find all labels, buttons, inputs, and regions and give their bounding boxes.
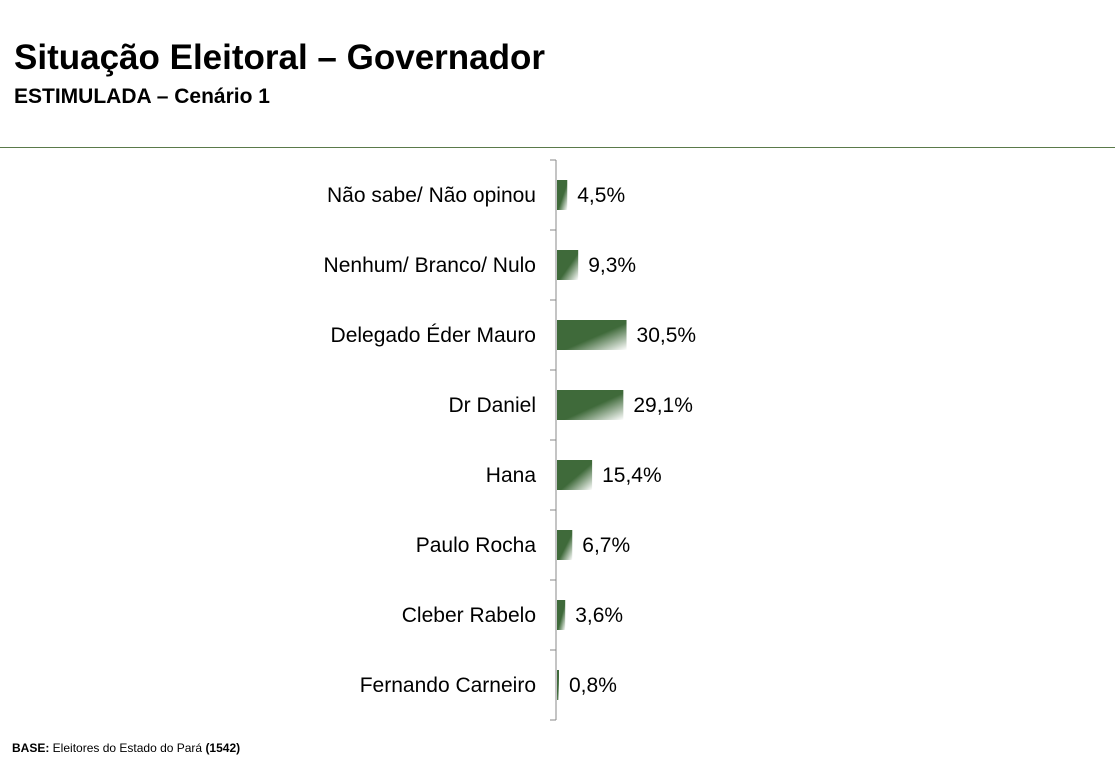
base-label: BASE: [12,741,50,755]
category-label: Nenhum/ Branco/ Nulo [324,254,536,277]
page-subtitle: ESTIMULADA – Cenário 1 [14,85,270,108]
header-divider [0,147,1115,148]
data-label: 6,7% [582,534,630,557]
data-label: 3,6% [575,604,623,627]
bar-chart: Não sabe/ Não opinou 4,5% Nenhum/ Branco/ … [324,159,697,721]
data-label: 0,8% [569,674,617,697]
category-label: Não sabe/ Não opinou [327,184,536,207]
bar [557,320,627,350]
page-title: Situação Eleitoral – Governador [14,38,545,77]
category-label: Fernando Carneiro [360,674,536,697]
data-label: 15,4% [602,464,662,487]
base-text: Eleitores do Estado do Pará [49,741,206,755]
data-label: 4,5% [577,184,625,207]
data-label: 9,3% [588,254,636,277]
bar [557,390,624,420]
category-label: Dr Daniel [448,394,536,417]
bar [557,530,573,560]
category-label: Cleber Rabelo [402,604,536,627]
base-count: (1542) [205,741,241,755]
bar [557,250,579,280]
category-label: Hana [486,464,537,487]
category-label: Paulo Rocha [416,534,537,557]
bar [557,180,568,210]
data-label: 30,5% [637,324,697,347]
bar [557,600,566,630]
bar [557,460,593,490]
data-label: 29,1% [633,394,693,417]
base-note: BASE: Eleitores do Estado do Pará (1542) [12,741,240,755]
bar [557,670,559,700]
category-label: Delegado Éder Mauro [331,324,536,347]
